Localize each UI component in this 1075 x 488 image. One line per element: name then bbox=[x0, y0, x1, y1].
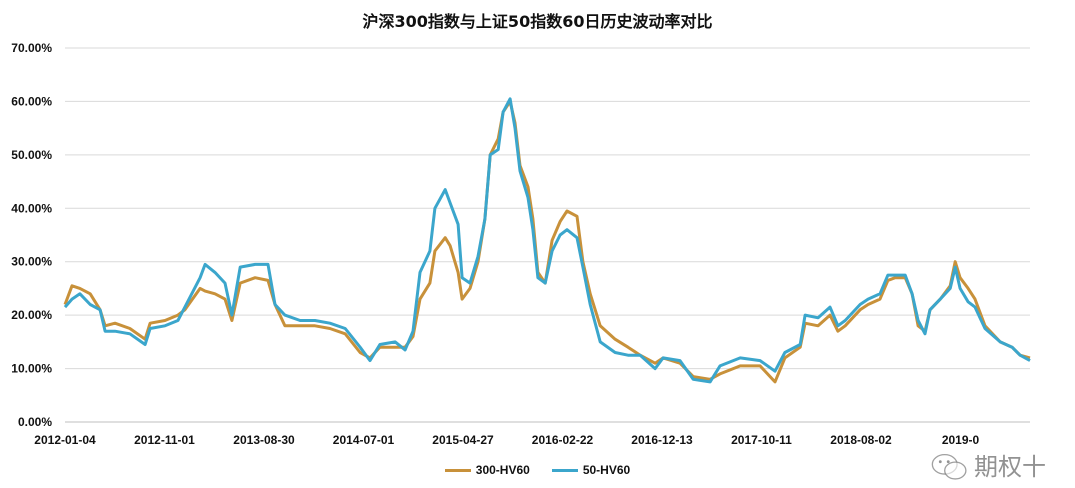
x-tick-label: 2017-10-11 bbox=[731, 433, 792, 447]
x-tick-label: 2013-08-30 bbox=[233, 433, 295, 447]
x-tick-label: 2019-0 bbox=[942, 433, 980, 447]
x-tick-label: 2016-12-13 bbox=[631, 433, 693, 447]
watermark-text: 期权十 bbox=[974, 453, 1046, 481]
x-tick-label: 2014-07-01 bbox=[333, 433, 395, 447]
x-tick-label: 2018-08-02 bbox=[830, 433, 892, 447]
x-tick-label: 2015-04-27 bbox=[432, 433, 494, 447]
x-tick-label: 2012-11-01 bbox=[134, 433, 195, 447]
y-tick-label: 0.00% bbox=[18, 415, 52, 429]
series-line-50-HV60 bbox=[63, 97, 1031, 384]
y-tick-label: 70.00% bbox=[11, 41, 52, 55]
legend-label-300: 300-HV60 bbox=[475, 463, 530, 477]
chart-title: 沪深300指数与上证50指数60日历史波动率对比 bbox=[362, 12, 713, 31]
legend-label-50: 50-HV60 bbox=[582, 463, 631, 477]
legend-swatch-50 bbox=[551, 468, 578, 472]
legend-item-50: 50-HV60 bbox=[551, 463, 631, 477]
y-tick-label: 50.00% bbox=[11, 148, 52, 162]
watermark: 期权十 bbox=[930, 452, 1046, 482]
legend-swatch-300 bbox=[444, 468, 471, 472]
wechat-icon bbox=[931, 453, 967, 480]
y-tick-label: 20.00% bbox=[11, 308, 52, 322]
y-tick-label: 30.00% bbox=[11, 255, 52, 269]
y-tick-label: 60.00% bbox=[11, 94, 52, 108]
x-tick-label: 2012-01-04 bbox=[34, 433, 96, 447]
y-tick-label: 10.00% bbox=[11, 362, 52, 376]
x-tick-label: 2016-02-22 bbox=[532, 433, 594, 447]
legend-item-300: 300-HV60 bbox=[444, 463, 530, 477]
legend: 300-HV60 50-HV60 bbox=[0, 463, 1075, 477]
series-line-300-HV60 bbox=[63, 99, 1031, 384]
y-tick-label: 40.00% bbox=[11, 201, 52, 215]
